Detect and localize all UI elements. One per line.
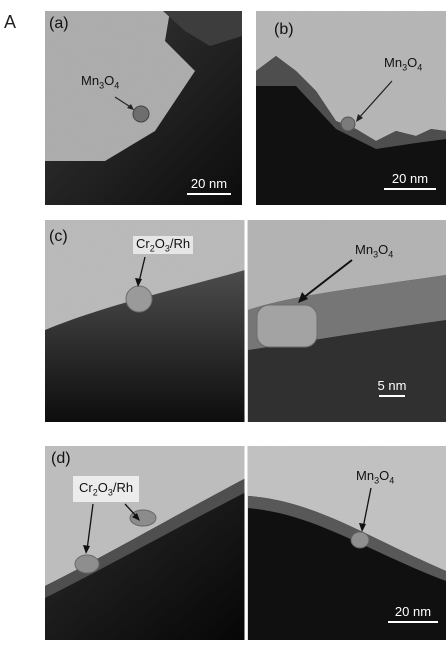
scale-bar-b: 20 nm	[380, 171, 440, 190]
annotation-mn3o4-b: Mn3O4	[384, 55, 423, 73]
tem-image-a	[45, 11, 242, 205]
scale-bar-d: 20 nm	[385, 604, 441, 623]
tem-panel-c: (c) Cr2O3/Rh Mn3O4 5 nm	[45, 220, 446, 422]
panel-tag-b: (b)	[274, 21, 294, 38]
scale-label-b: 20 nm	[391, 171, 429, 186]
arrow-b	[356, 80, 393, 122]
scale-line-a	[187, 193, 231, 195]
scale-bar-a: 20 nm	[183, 176, 235, 195]
tem-image-b	[256, 11, 446, 205]
annotation-mn3o4-d: Mn3O4	[356, 468, 395, 486]
scale-line-d	[388, 621, 438, 623]
scale-bar-c: 5 nm	[367, 378, 417, 397]
scale-label-d: 20 nm	[394, 604, 432, 619]
annotation-cr2o3-rh-d: Cr2O3/Rh	[73, 476, 140, 502]
tem-panel-b: (b) Mn3O4 20 nm	[256, 11, 446, 205]
tem-image-c	[45, 220, 446, 422]
tem-panel-a: (a) Mn3O4 20 nm	[45, 11, 242, 205]
annotation-cr2o3-rh-c: Cr2O3/Rh	[133, 236, 194, 254]
figure-label: A	[4, 12, 17, 32]
arrow-a	[114, 96, 134, 110]
tem-panel-d: (d) Cr2O3/Rh Mn3O4 20 nm	[45, 446, 446, 640]
panel-tag-d: (d)	[51, 450, 71, 467]
annotation-mn3o4-c: Mn3O4	[355, 242, 394, 260]
scale-line-b	[384, 188, 436, 190]
scale-label-a: 20 nm	[190, 176, 228, 191]
arrows-d	[83, 487, 372, 554]
panel-tag-c: (c)	[49, 228, 68, 245]
scale-label-c: 5 nm	[377, 378, 407, 393]
panel-tag-a: (a)	[49, 15, 69, 32]
arrows-c	[135, 256, 353, 303]
annotation-mn3o4-a: Mn3O4	[81, 73, 120, 91]
scale-line-c	[379, 395, 405, 397]
